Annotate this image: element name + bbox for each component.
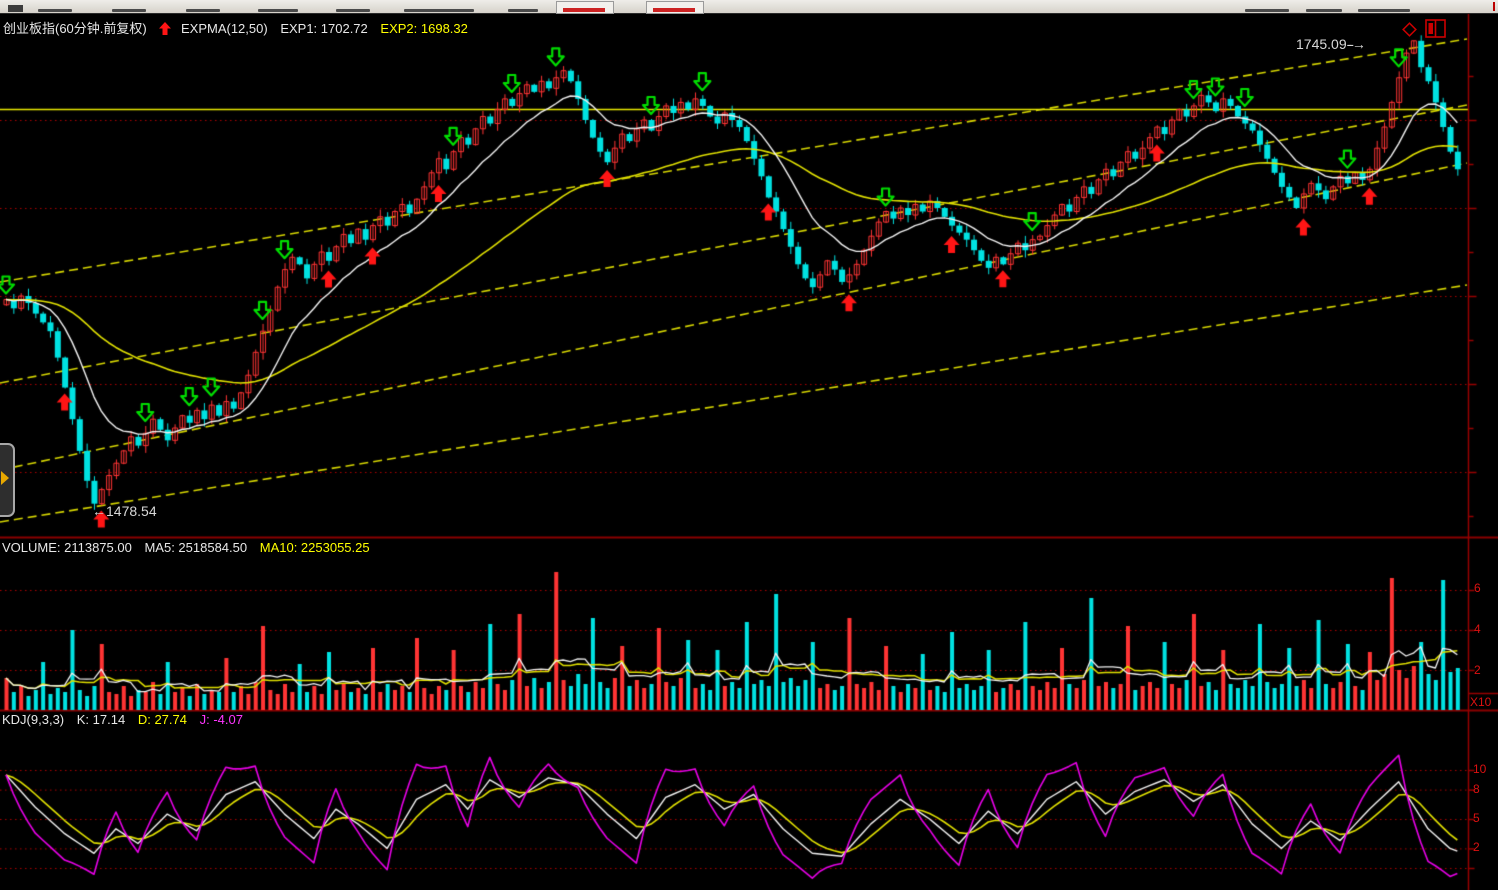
diamond-icon[interactable]: [1400, 20, 1418, 38]
annotation-arrow: --→: [1346, 36, 1366, 52]
up-arrow-icon: [159, 22, 172, 35]
indicator-name: EXPMA(12,50): [180, 21, 268, 36]
split-window-icon[interactable]: [1424, 18, 1448, 40]
main-chart-header: 创业板指(60分钟.前复权) EXPMA(12,50) EXP1: 1702.7…: [3, 18, 477, 37]
vol-axis-label-2: 2: [1474, 663, 1481, 677]
exp2-value: EXP2: 1698.32: [380, 21, 468, 36]
vol-axis-unit: X10: [1470, 695, 1492, 709]
exp1-value: EXP1: 1702.72: [280, 21, 368, 36]
vol-axis-label-6: 6: [1474, 581, 1481, 595]
lowest-price-annotation: ←1478.54: [92, 503, 157, 519]
kdj-axis-label-20: 2: [1473, 840, 1480, 854]
symbol-title: 创业板指(60分钟.前复权): [3, 21, 147, 36]
highest-price-annotation: 1745.09--→: [1296, 36, 1366, 52]
left-panel-handle[interactable]: [0, 443, 15, 517]
kdj-k-value: K: 17.14: [76, 712, 126, 727]
kdj-header: KDJ(9,3,3) K: 17.14 D: 27.74 J: -4.07: [2, 712, 252, 727]
expand-arrow-icon: [1, 471, 9, 485]
volume-header: VOLUME: 2113875.00 MA5: 2518584.50 MA10:…: [2, 540, 379, 555]
volume-ma10-value: MA10: 2253055.25: [259, 540, 370, 555]
volume-value: VOLUME: 2113875.00: [2, 540, 132, 555]
kdj-d-value: D: 27.74: [137, 712, 187, 727]
kdj-axis-label-100: 10: [1473, 762, 1487, 776]
volume-ma5-value: MA5: 2518584.50: [144, 540, 248, 555]
kdj-name: KDJ(9,3,3): [2, 712, 65, 727]
kdj-j-value: J: -4.07: [199, 712, 243, 727]
vol-axis-label-4: 4: [1474, 622, 1481, 636]
kdj-axis-label-80: 8: [1473, 782, 1480, 796]
kdj-axis-label-50: 5: [1473, 811, 1480, 825]
